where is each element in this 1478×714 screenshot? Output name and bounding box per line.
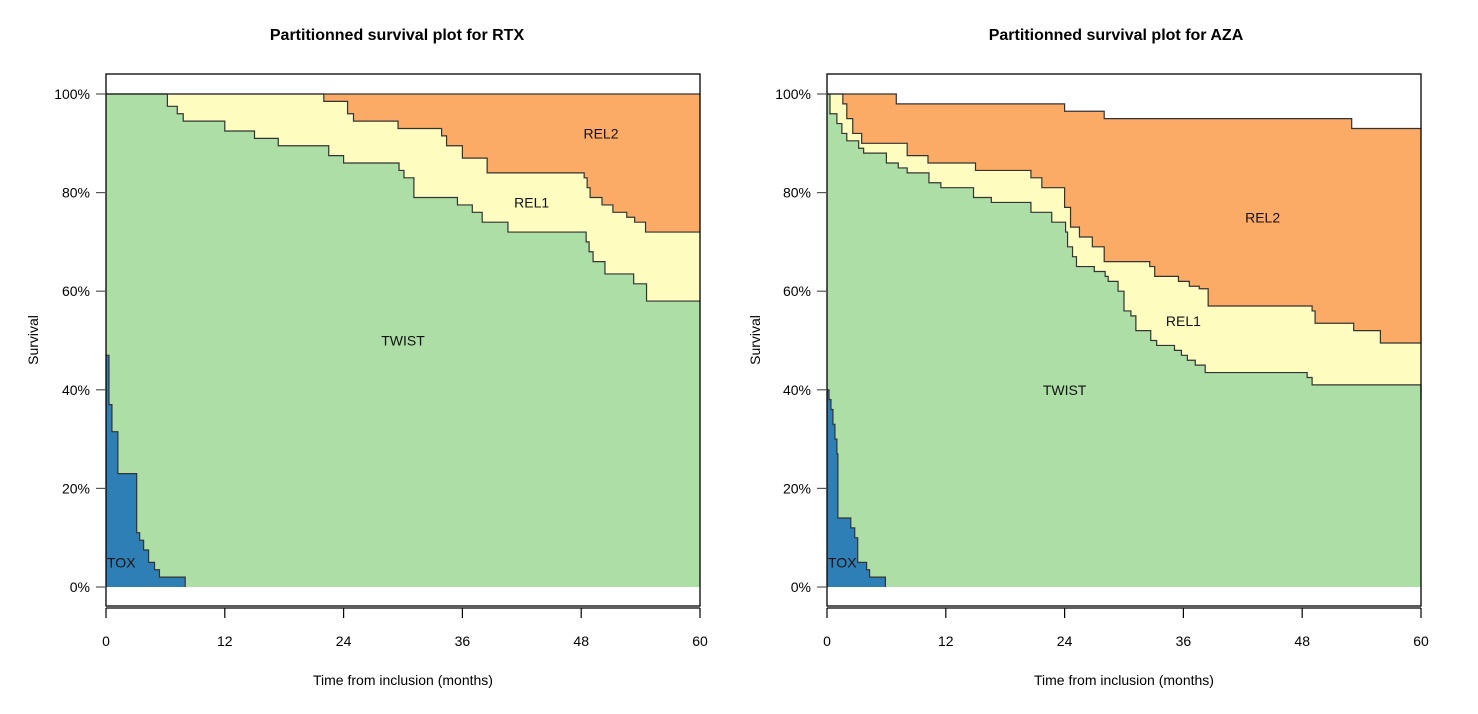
region-label-tox: TOX [107,554,136,570]
curve-rel1 [106,93,700,233]
y-tick-label: 100% [775,86,811,102]
region-label-rel2: REL2 [583,125,618,141]
rtx-chart-panel: Partitionned survival plot for RTX Time … [25,27,708,688]
region-label-rel2: REL2 [1245,209,1280,225]
y-tick-label: 20% [783,480,811,496]
x-tick-label: 36 [455,633,471,649]
y-tick-label: 40% [62,382,90,398]
area-tox [827,389,886,587]
x-tick-label: 48 [573,633,589,649]
curve-twist [827,93,1422,400]
curve-twist [106,93,700,302]
region-label-twist: TWIST [1043,382,1087,398]
y-tick-label: 80% [62,185,90,201]
plot-frame [826,73,1422,607]
region-label-twist: TWIST [381,333,425,349]
x-tick-label: 36 [1176,633,1192,649]
area-twist [106,94,700,587]
y-tick-label: 60% [783,283,811,299]
curve-rel2 [827,93,1421,130]
x-tick-label: 0 [102,633,110,649]
x-tick-label: 60 [692,633,708,649]
x-axis-label: Time from inclusion (months) [313,672,493,688]
curve-rel1 [827,93,1421,344]
y-tick-label: 0% [70,579,90,595]
y-tick-label: 0% [791,579,811,595]
x-tick-label: 48 [1294,633,1310,649]
y-tick-label: 100% [54,86,90,102]
chart-title: Partitionned survival plot for RTX [270,27,525,44]
curve-tox [106,354,186,587]
curve-tox [827,389,887,587]
y-tick-label: 80% [783,185,811,201]
y-axis-label: Survival [25,315,41,365]
aza-chart-panel: Partitionned survival plot for AZA Time … [747,27,1429,688]
y-tick-label: 60% [62,283,90,299]
y-tick-label: 40% [783,382,811,398]
x-tick-label: 12 [938,633,954,649]
plot-frame [105,73,701,607]
x-axis-label: Time from inclusion (months) [1034,672,1214,688]
region-label-tox: TOX [828,554,857,570]
chart-title: Partitionned survival plot for AZA [989,27,1244,44]
x-tick-label: 24 [1057,633,1073,649]
x-tick-label: 24 [336,633,352,649]
region-label-rel1: REL1 [1166,313,1201,329]
x-tick-label: 60 [1413,633,1429,649]
area-tox [106,355,186,587]
area-twist [827,94,1421,587]
y-tick-label: 20% [62,480,90,496]
x-tick-label: 12 [217,633,233,649]
x-tick-label: 0 [823,633,831,649]
y-axis-label: Survival [747,315,763,365]
region-label-rel1: REL1 [514,194,549,210]
